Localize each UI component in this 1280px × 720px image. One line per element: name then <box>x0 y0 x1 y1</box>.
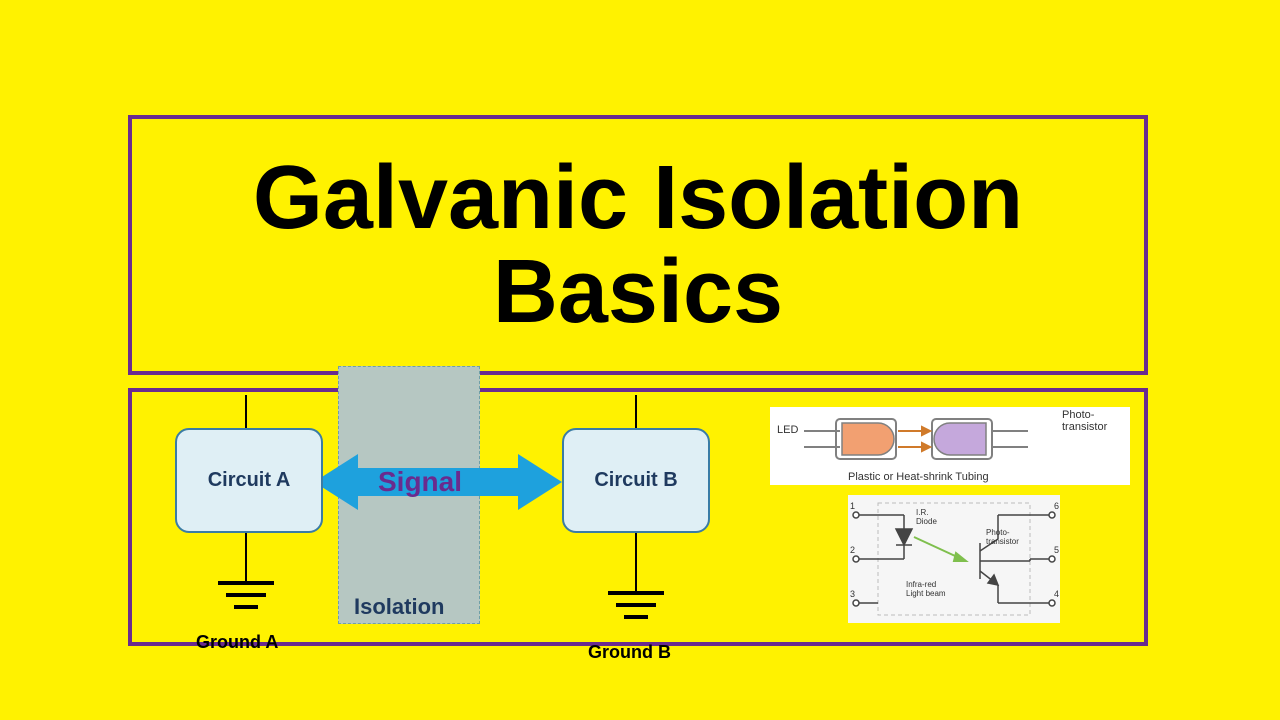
svg-text:Light beam: Light beam <box>906 589 946 598</box>
svg-text:6: 6 <box>1054 501 1059 511</box>
phototransistor-label: Photo- transistor <box>1062 409 1107 433</box>
svg-text:Diode: Diode <box>916 517 937 526</box>
svg-text:5: 5 <box>1054 545 1059 555</box>
ground-b-label: Ground B <box>588 642 671 663</box>
optocoupler-schematic-icon: 1 2 3 6 5 4 I.R. Diode Photo- transistor… <box>848 495 1060 623</box>
svg-text:transistor: transistor <box>986 537 1019 546</box>
svg-text:Photo-: Photo- <box>986 528 1010 537</box>
svg-text:I.R.: I.R. <box>916 508 928 517</box>
svg-text:Infra-red: Infra-red <box>906 580 936 589</box>
title-line-1: Galvanic Isolation <box>253 148 1023 248</box>
title-line-2: Basics <box>493 242 783 342</box>
isolation-label: Isolation <box>354 594 444 620</box>
tubing-label: Plastic or Heat-shrink Tubing <box>848 471 989 483</box>
led-label: LED <box>777 424 798 436</box>
ground-a-icon <box>206 395 286 655</box>
phototransistor-label-l1: Photo- <box>1062 409 1094 421</box>
svg-text:3: 3 <box>850 589 855 599</box>
svg-text:1: 1 <box>850 501 855 511</box>
signal-label: Signal <box>378 466 462 498</box>
ground-b-icon <box>596 395 676 655</box>
svg-text:4: 4 <box>1054 589 1059 599</box>
title-box: Galvanic Isolation Basics <box>128 115 1148 375</box>
title-text: Galvanic Isolation Basics <box>253 151 1023 340</box>
phototransistor-label-l2: transistor <box>1062 421 1107 433</box>
ground-a-label: Ground A <box>196 632 278 653</box>
svg-text:2: 2 <box>850 545 855 555</box>
